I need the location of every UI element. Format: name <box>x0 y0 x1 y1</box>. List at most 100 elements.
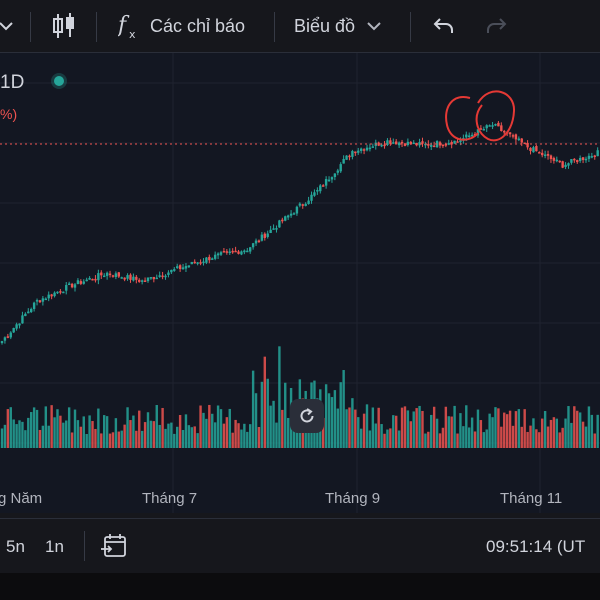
volume-bar <box>412 411 415 448</box>
volume-bar <box>213 422 217 448</box>
candle-body <box>132 276 135 281</box>
price-chart-canvas[interactable] <box>0 53 600 513</box>
volume-bar <box>208 404 211 448</box>
volume-bar <box>424 433 427 448</box>
chart-type-dropdown[interactable]: Biểu đồ <box>294 0 381 52</box>
candle-style-button[interactable] <box>52 0 76 52</box>
candle-body <box>546 154 550 156</box>
candle-body <box>590 156 594 158</box>
candle-body <box>395 141 398 145</box>
go-to-date-button[interactable] <box>100 532 128 565</box>
candle-body <box>403 143 407 146</box>
candle-body <box>564 164 567 168</box>
candle-body <box>9 332 12 338</box>
volume-bar <box>552 417 556 448</box>
candle-body <box>196 262 199 264</box>
reset-chart-button[interactable] <box>290 399 324 433</box>
indicators-button[interactable]: f x Các chỉ báo <box>118 0 245 52</box>
candle-body <box>170 269 173 273</box>
volume-bar <box>462 426 465 448</box>
range-button-1n[interactable]: 1n <box>45 537 64 556</box>
candle-body <box>348 155 351 158</box>
candle-body <box>38 300 42 303</box>
volume-bar <box>453 405 456 448</box>
svg-text:x: x <box>129 28 136 40</box>
undo-button[interactable] <box>432 0 456 52</box>
candle-body <box>21 315 24 324</box>
time-axis-label: g Năm <box>0 490 43 507</box>
volume-bar <box>281 409 284 448</box>
candle-body <box>354 151 357 154</box>
chart-pane[interactable] <box>0 53 600 513</box>
volume-bar <box>377 407 380 448</box>
volume-bar <box>403 406 407 448</box>
volume-bar <box>456 433 459 448</box>
candlestick-icon <box>53 13 74 38</box>
redo-button[interactable] <box>484 0 508 52</box>
volume-bar <box>587 406 591 448</box>
range-button-5n[interactable]: 5n <box>6 537 25 556</box>
candle-body <box>468 135 471 137</box>
volume-bar <box>266 378 269 448</box>
volume-bar <box>161 407 164 448</box>
candle-body <box>126 275 129 279</box>
volume-bar <box>167 423 170 448</box>
volume-bar <box>295 424 299 448</box>
candle-body <box>138 279 141 282</box>
volume-bar <box>199 405 202 448</box>
volume-bar <box>415 408 418 448</box>
volume-bar <box>383 433 386 448</box>
volume-bar <box>400 407 404 448</box>
candle-body <box>85 279 88 282</box>
candle-body <box>482 129 485 131</box>
candle-body <box>272 228 275 230</box>
exchange-clock: 09:51:14 (UT <box>486 537 586 556</box>
candle-body <box>27 311 30 314</box>
candle-body <box>59 291 62 293</box>
annotation-circle <box>475 90 516 142</box>
candle-body <box>412 142 415 145</box>
volume-bar <box>143 422 147 448</box>
volume-bar <box>21 421 24 448</box>
candle-body <box>216 253 220 256</box>
candle-body <box>249 247 252 252</box>
candle-body <box>275 228 278 230</box>
chevron-down-icon <box>0 22 13 31</box>
candle-body <box>552 157 556 161</box>
candle-body <box>377 142 380 146</box>
volume-bar <box>6 409 10 448</box>
volume-bar <box>27 417 30 448</box>
volume-bar <box>514 411 518 448</box>
volume-bar <box>286 417 290 448</box>
volume-bar <box>105 416 109 448</box>
candle-body <box>286 215 290 218</box>
candle-body <box>70 283 74 288</box>
volume-bar <box>158 424 161 448</box>
candle-body <box>289 213 293 216</box>
candle-body <box>202 261 205 264</box>
candle-body <box>184 266 188 269</box>
toolbar-overflow-chevron[interactable] <box>0 0 14 52</box>
candle-body <box>307 200 310 205</box>
candle-body <box>561 161 564 168</box>
candle-body <box>97 273 100 281</box>
candle-body <box>103 275 106 278</box>
volume-bar <box>494 407 497 448</box>
volume-bar <box>503 412 506 448</box>
candle-body <box>3 337 7 341</box>
candle-body <box>450 141 453 145</box>
volume-bar <box>359 428 363 448</box>
volume-bar <box>392 415 395 448</box>
volume-bar <box>18 420 21 448</box>
candle-body <box>342 159 345 164</box>
candle-body <box>380 144 383 147</box>
candle-body <box>105 272 109 276</box>
candle-body <box>362 149 366 151</box>
volume-bar <box>380 424 383 448</box>
candle-body <box>292 213 296 215</box>
candle-body <box>333 173 337 178</box>
volume-bar <box>216 405 220 448</box>
volume-bar <box>468 427 471 448</box>
candle-body <box>219 252 223 255</box>
candle-body <box>500 125 503 132</box>
